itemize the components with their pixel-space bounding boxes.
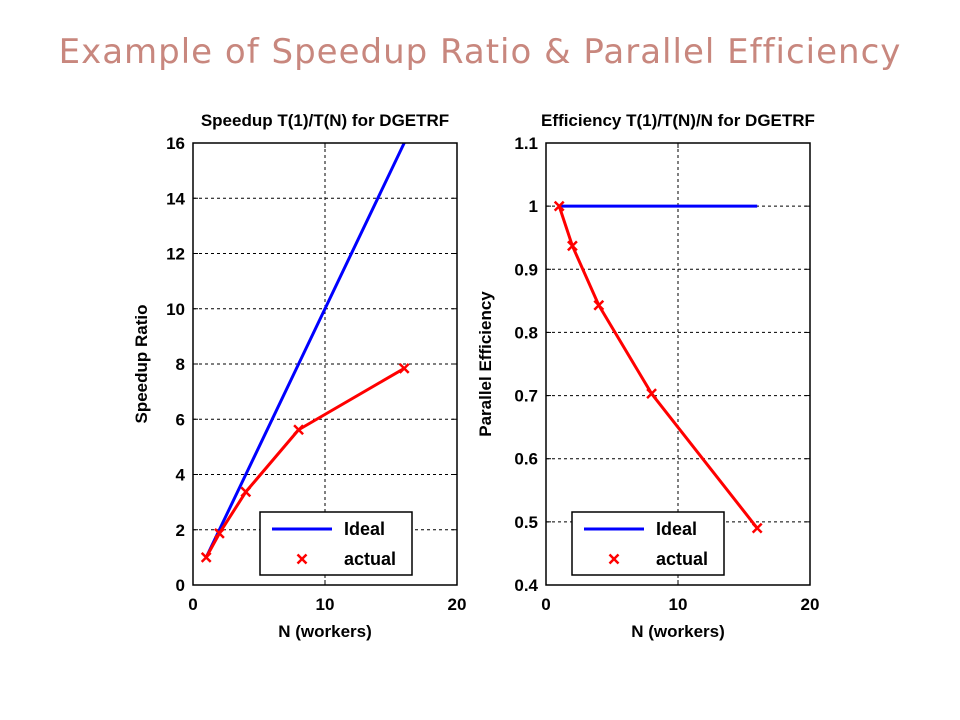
chart-1-y-tick-label: 4 — [176, 466, 186, 485]
marker-stroke — [398, 363, 410, 374]
chart-1-legend-swatch-actual — [296, 553, 308, 565]
chart-1-point-marker — [293, 424, 304, 436]
chart-1-title: Speedup T(1)/T(N) for DGETRF — [201, 111, 449, 130]
marker-stroke — [240, 486, 252, 498]
chart-2-x-tick-label: 0 — [541, 595, 550, 614]
chart-1-legend — [259, 511, 413, 576]
chart-2-point-marker — [593, 299, 605, 311]
chart-1-point-marker — [200, 551, 212, 563]
chart-2-point-marker — [567, 240, 578, 252]
chart-2-point-marker — [751, 522, 763, 534]
chart-2-y-tick-label: 0.9 — [514, 260, 538, 279]
chart-2-legend — [571, 511, 725, 576]
chart-1-y-axis-label: Speedup Ratio — [132, 304, 151, 423]
chart-2-y-tick-label: 0.5 — [514, 513, 538, 532]
chart-2-legend-swatch-actual — [608, 553, 620, 565]
marker-stroke — [593, 299, 605, 311]
chart-2-y-tick-label: 0.7 — [514, 387, 538, 406]
chart-1-y-tick-label: 0 — [176, 576, 185, 595]
chart-2-y-tick-label: 1 — [529, 197, 538, 216]
marker-stroke — [608, 553, 620, 565]
chart-1-y-tick-label: 8 — [176, 355, 185, 374]
marker-stroke — [751, 522, 763, 534]
chart-2-title: Efficiency T(1)/T(N)/N for DGETRF — [541, 111, 815, 130]
chart-2-point-marker — [646, 388, 657, 400]
marker-stroke — [214, 527, 225, 539]
chart-1-x-tick-label: 10 — [316, 595, 335, 614]
chart-1-point-marker — [240, 486, 252, 498]
chart-1-y-tick-label: 2 — [176, 521, 185, 540]
marker-stroke — [293, 424, 304, 436]
chart-1-legend-label-ideal: Ideal — [344, 519, 385, 539]
marker-stroke — [296, 553, 308, 565]
chart-1-y-tick-label: 12 — [166, 245, 185, 264]
marker-stroke — [567, 240, 578, 252]
chart-2-point-marker — [553, 200, 565, 212]
chart-2-x-tick-label: 10 — [669, 595, 688, 614]
chart-2-y-tick-label: 0.6 — [514, 450, 538, 469]
chart-1-y-tick-label: 6 — [176, 410, 185, 429]
chart-1-x-tick-label: 20 — [448, 595, 467, 614]
chart-2-x-axis-label: N (workers) — [631, 622, 725, 641]
chart-2-y-axis-label: Parallel Efficiency — [476, 291, 495, 437]
chart-1-x-tick-label: 0 — [188, 595, 197, 614]
chart-2-legend-label-ideal: Ideal — [656, 519, 697, 539]
slide-title: Example of Speedup Ratio & Parallel Effi… — [58, 32, 902, 72]
marker-stroke — [646, 388, 657, 400]
chart-1-y-tick-label: 10 — [166, 300, 185, 319]
chart-2-y-tick-label: 1.1 — [514, 134, 538, 153]
chart-2-x-tick-label: 20 — [801, 595, 820, 614]
chart-2-legend-label-actual: actual — [656, 549, 708, 569]
marker-stroke — [200, 551, 212, 563]
marker-stroke — [553, 200, 565, 212]
chart-1-legend-label-actual: actual — [344, 549, 396, 569]
chart-2-y-tick-label: 0.8 — [514, 323, 538, 342]
chart-1-x-axis-label: N (workers) — [278, 622, 372, 641]
chart-1-point-marker — [398, 363, 410, 374]
chart-1-point-marker — [214, 527, 225, 539]
chart-1-y-tick-label: 14 — [166, 189, 185, 208]
chart-2-y-tick-label: 0.4 — [514, 576, 538, 595]
chart-1-y-tick-label: 16 — [166, 134, 185, 153]
